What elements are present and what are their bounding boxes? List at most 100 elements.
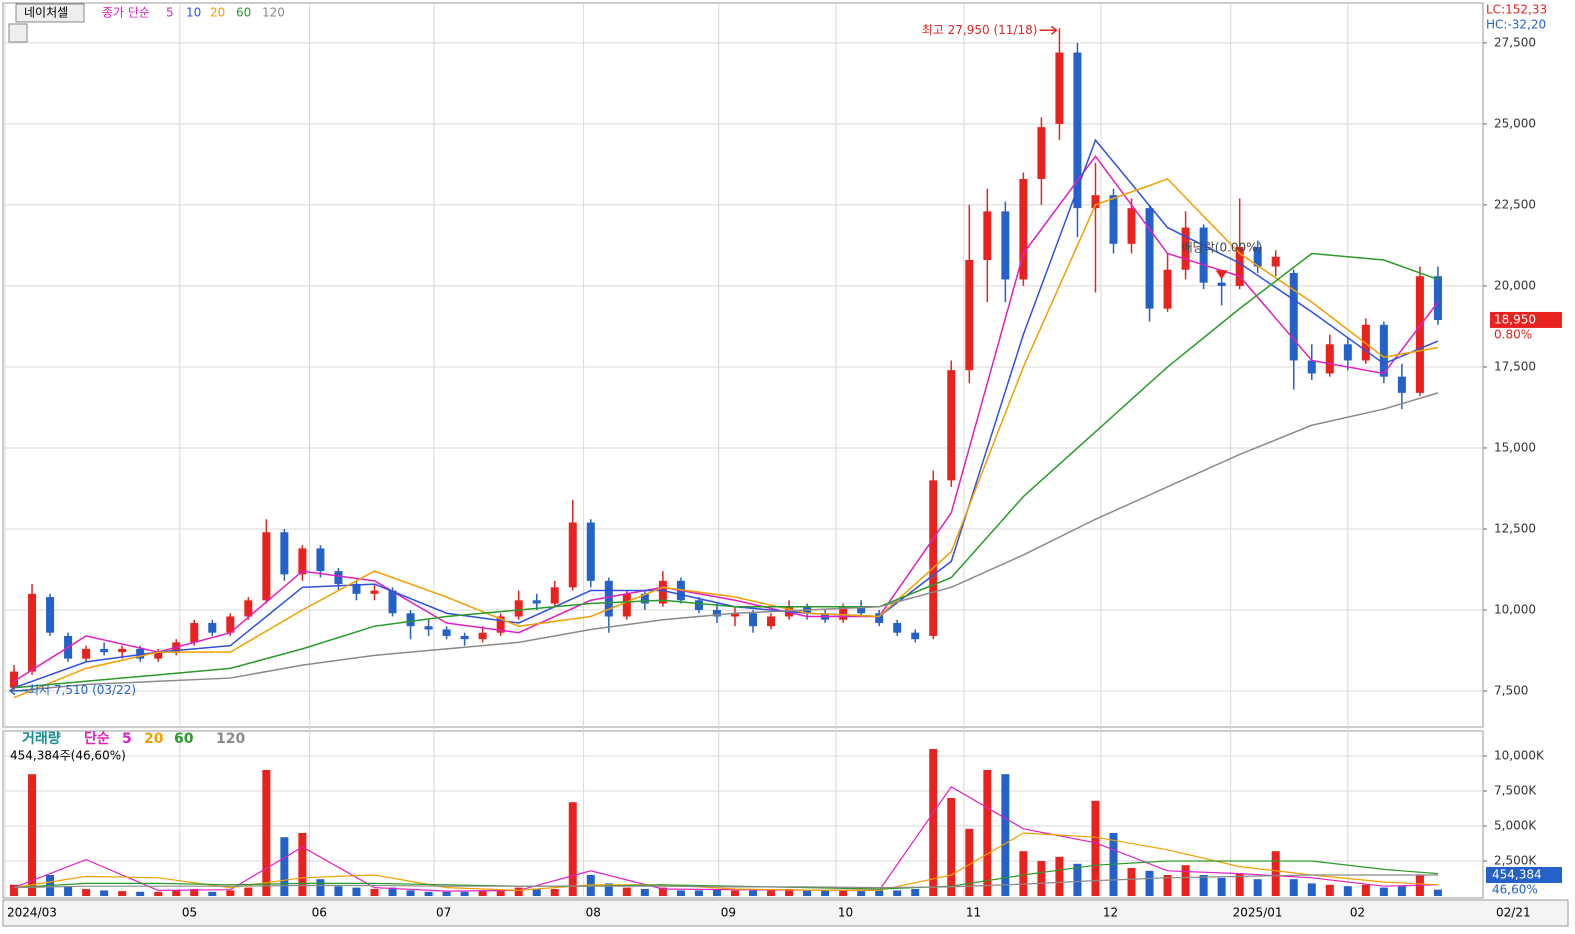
- volume-bar: [785, 888, 794, 896]
- volume-bar: [1235, 873, 1244, 896]
- ma-line: [13, 860, 1438, 890]
- volume-bar: [821, 890, 830, 896]
- candle-body: [622, 593, 631, 617]
- candle-body: [1109, 195, 1118, 244]
- candle-body: [929, 480, 938, 636]
- ma-line: [13, 178, 1439, 699]
- candle-body: [352, 584, 361, 594]
- candle-body: [154, 652, 163, 659]
- legend-entry: 20: [210, 6, 225, 20]
- annotation-arrow: [8, 686, 29, 696]
- volume-bar: [1433, 889, 1442, 896]
- candle-body: [1415, 276, 1424, 393]
- candle-body: [730, 613, 739, 617]
- x-tick-label: 08: [586, 906, 601, 920]
- x-tick-label: 02: [1350, 906, 1365, 920]
- y-tick-label: 17,500: [1494, 359, 1536, 373]
- ma-line: [14, 874, 1438, 889]
- candle-body: [911, 632, 920, 640]
- y-tick-label: 12,500: [1494, 521, 1536, 535]
- candle-body: [298, 548, 307, 575]
- candle-body: [1019, 178, 1028, 280]
- volume-bar: [1037, 860, 1046, 896]
- y-tick-label: 20,000: [1494, 278, 1536, 292]
- volume-bar: [1253, 879, 1262, 896]
- volume-bar: [1325, 884, 1334, 896]
- volume-bar: [226, 890, 235, 896]
- volume-bar: [1217, 877, 1226, 896]
- candle-body: [658, 580, 667, 604]
- x-tick-label: 2024/03: [7, 906, 57, 920]
- volume-bar: [1091, 800, 1100, 896]
- table-icon[interactable]: [8, 23, 28, 43]
- candle-body: [694, 600, 703, 611]
- volume-bar: [1073, 863, 1082, 896]
- legend-entry: 5: [166, 6, 174, 20]
- annotation: 최고 27,950 (11/18): [922, 23, 1038, 37]
- title-box: [15, 3, 85, 23]
- candle-body: [1343, 344, 1352, 361]
- x-axis-strip: [2, 899, 1569, 927]
- x-tick-label: 05: [182, 906, 197, 920]
- ma-line: [13, 786, 1438, 892]
- volume-bar: [154, 891, 163, 896]
- x-tick-label: 10: [838, 906, 853, 920]
- volume-bar: [118, 891, 127, 896]
- ma-line: [13, 392, 1439, 692]
- volume-bar: [532, 888, 541, 896]
- grid: [3, 3, 1483, 898]
- y-tick-label: 15,000: [1494, 440, 1536, 454]
- legend-entry: 60: [236, 6, 251, 20]
- volume-bar: [1199, 874, 1208, 896]
- volume-bar: [947, 798, 956, 896]
- y-tick-label: 25,000: [1494, 116, 1536, 130]
- candle-body: [1325, 344, 1334, 374]
- last-volume-label: 454,384: [1492, 868, 1542, 882]
- volume-bar: [1001, 774, 1010, 896]
- marks: [10, 28, 1442, 896]
- y-tick-label: 2,500K: [1494, 853, 1537, 867]
- volume-bar: [298, 833, 307, 896]
- candle-body: [875, 613, 884, 623]
- y-tick-label: 22,500: [1494, 197, 1536, 211]
- candle-body: [190, 622, 199, 643]
- chart-title: 네이처셀: [24, 6, 68, 20]
- x-tick-label: 12: [1103, 906, 1118, 920]
- y-tick-label: 27,500: [1494, 35, 1536, 49]
- legend-entry: 10: [186, 6, 201, 20]
- candle-body: [1307, 360, 1316, 374]
- candle-body: [244, 600, 253, 617]
- candle-body: [767, 616, 776, 627]
- legend-entry: 120: [262, 6, 285, 20]
- candle-body: [568, 522, 577, 588]
- volume-bar: [893, 890, 902, 896]
- volume-bar: [1019, 851, 1028, 896]
- y-tick-label: 7,500: [1494, 684, 1528, 698]
- volume-bar: [1271, 851, 1280, 896]
- volume-bar: [1289, 879, 1298, 896]
- candle-body: [82, 648, 91, 659]
- candle-body: [406, 613, 415, 627]
- volume-bar: [208, 891, 217, 896]
- candle-body: [1055, 52, 1064, 124]
- candle-body: [1271, 256, 1280, 267]
- volume-bar: [460, 891, 469, 896]
- candle-body: [749, 613, 758, 627]
- volume-bar: [478, 891, 487, 896]
- candle-body: [262, 532, 271, 601]
- candle-body: [1433, 276, 1442, 320]
- last-price-label: 18,950: [1494, 312, 1536, 326]
- candle-body: [1127, 208, 1136, 244]
- candle-body: [965, 259, 974, 371]
- candle-body: [550, 587, 559, 604]
- legend-entry: 60: [174, 731, 194, 747]
- volume-bar: [676, 890, 685, 896]
- volume-bar: [803, 890, 812, 896]
- volume-bar: [1127, 867, 1136, 896]
- volume-bar: [1181, 865, 1190, 896]
- volume-bar: [1055, 856, 1064, 896]
- y-tick-label: 10,000K: [1494, 749, 1545, 763]
- candle-body: [1379, 324, 1388, 377]
- legend-entry: 5: [122, 731, 132, 747]
